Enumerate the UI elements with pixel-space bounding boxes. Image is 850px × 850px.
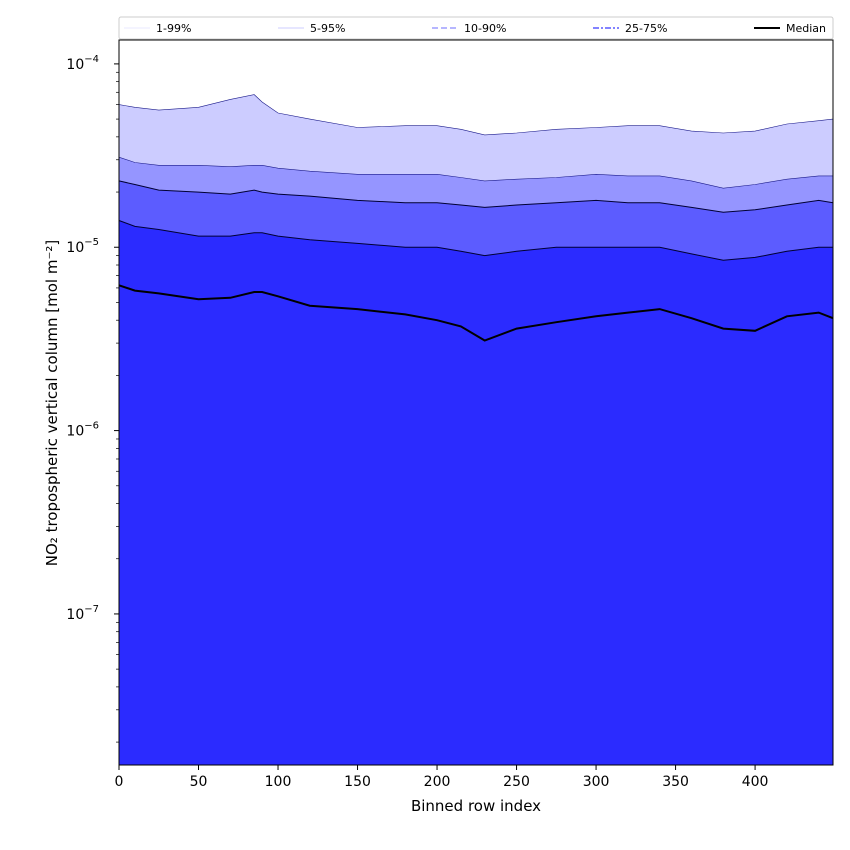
x-tick-label: 50 — [190, 774, 208, 790]
band-25-75% — [119, 220, 833, 765]
axes-frame — [118, 39, 834, 766]
band-edge-10-90% — [118, 180, 834, 213]
legend-label: 5-95% — [310, 22, 345, 35]
x-tick-label: 0 — [115, 774, 124, 790]
y-tick-label: 10−6 — [66, 421, 99, 440]
legend-label: Median — [786, 22, 826, 35]
y-tick-label: 10−7 — [66, 604, 99, 623]
band-edge-1-99% — [118, 94, 834, 136]
band-edge-5-95% — [118, 156, 833, 189]
x-tick-label: 200 — [424, 774, 451, 790]
x-tick-label: 150 — [344, 774, 371, 790]
x-axis-label: Binned row index — [411, 797, 541, 815]
band-edge-25-75% — [118, 220, 833, 261]
y-tick-label: 10−5 — [66, 237, 99, 256]
y-axis-label: NO₂ tropospheric vertical column [mol m⁻… — [43, 240, 61, 566]
y-axis-ticks: 10−7 10−6 10−5 10−4 — [66, 54, 119, 743]
y-tick-label: 10−4 — [66, 54, 99, 73]
legend-box — [118, 16, 834, 40]
legend: 1-99% 5-95% 10-90% 25-75% Median — [118, 16, 834, 40]
axes — [118, 39, 834, 766]
legend-label: 1-99% — [156, 22, 191, 35]
x-axis-ticks: 0 50 100 150 200 250 300 350 400 — [115, 765, 769, 790]
x-tick-label: 100 — [265, 774, 292, 790]
x-tick-label: 300 — [583, 774, 610, 790]
percentile-bands — [118, 94, 834, 766]
x-tick-label: 400 — [742, 774, 769, 790]
legend-label: 10-90% — [464, 22, 506, 35]
x-tick-label: 250 — [503, 774, 530, 790]
median-line — [118, 284, 834, 342]
median-series — [118, 284, 834, 342]
legend-label: 25-75% — [625, 22, 667, 35]
x-tick-label: 350 — [662, 774, 689, 790]
